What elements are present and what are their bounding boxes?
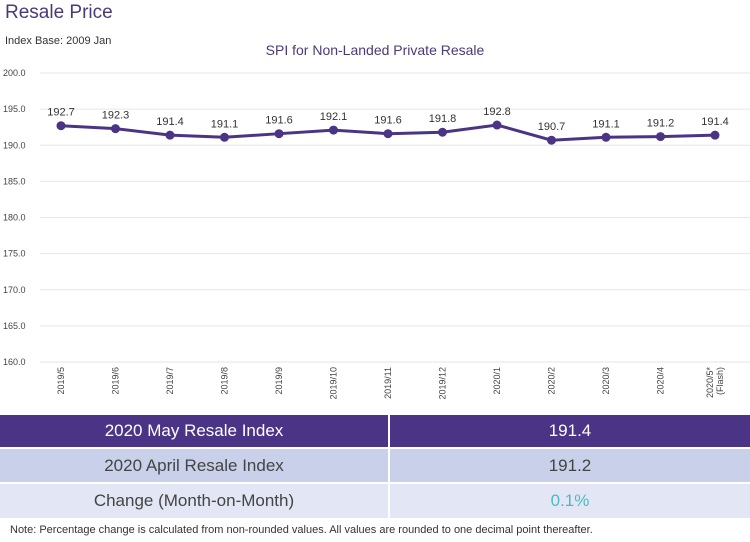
y-tick-label: 165.0 — [3, 321, 26, 331]
data-label: 191.4 — [156, 116, 184, 128]
table-row-april: 2020 April Resale Index 191.2 — [0, 449, 750, 482]
row-value: 191.2 — [390, 449, 750, 482]
x-tick-label: 2019/12 — [438, 367, 448, 400]
index-base: Index Base: 2009 Jan — [5, 35, 112, 47]
row-label: 2020 April Resale Index — [0, 449, 388, 482]
data-point — [492, 120, 502, 130]
x-tick-label: 2019/5 — [56, 367, 66, 395]
data-label: 192.3 — [102, 110, 130, 122]
data-point — [111, 124, 120, 134]
data-label: 190.7 — [538, 121, 566, 133]
chart-title: SPI for Non-Landed Private Resale — [266, 42, 485, 58]
data-point — [165, 130, 175, 140]
y-tick-label: 195.0 — [3, 104, 26, 114]
data-label: 192.1 — [320, 111, 348, 123]
x-tick-label: 2020/5* — [705, 367, 715, 399]
x-tick-label: 2019/7 — [165, 367, 175, 395]
y-tick-label: 175.0 — [3, 249, 26, 259]
data-point — [601, 132, 611, 142]
data-label: 192.7 — [47, 107, 75, 119]
x-tick-label: 2019/6 — [111, 367, 121, 395]
data-label: 191.6 — [374, 115, 402, 127]
data-point — [547, 135, 556, 145]
x-tick-label: 2019/10 — [329, 367, 339, 400]
data-label: 191.6 — [265, 115, 293, 127]
data-point — [329, 125, 338, 135]
data-label: 191.1 — [211, 118, 239, 130]
x-tick-label: 2019/9 — [274, 367, 284, 395]
x-tick-label: 2020/3 — [601, 367, 611, 395]
data-point — [710, 130, 720, 140]
y-tick-label: 200.0 — [3, 68, 26, 78]
data-point — [383, 129, 393, 139]
x-tick-label: (Flash) — [715, 367, 725, 395]
x-tick-label: 2020/2 — [547, 367, 557, 395]
x-tick-label: 2020/4 — [656, 367, 666, 395]
data-label: 191.1 — [592, 118, 620, 130]
data-point — [656, 132, 665, 142]
x-tick-label: 2019/11 — [383, 367, 393, 399]
x-tick-label: 2020/1 — [492, 367, 502, 395]
line-chart: SPI for Non-Landed Private Resale 160.0 16… — [3, 42, 750, 400]
data-point — [438, 127, 447, 137]
data-label: 191.2 — [647, 118, 675, 130]
table-row-change: Change (Month-on-Month) 0.1% — [0, 484, 750, 518]
y-tick-label: 170.0 — [3, 285, 26, 295]
data-label: 191.8 — [429, 113, 457, 125]
row-value: 191.4 — [390, 415, 750, 447]
data-point — [220, 132, 229, 142]
row-value: 0.1% — [390, 484, 750, 518]
data-point — [274, 129, 284, 139]
row-label: Change (Month-on-Month) — [0, 484, 388, 518]
data-label: 192.8 — [483, 106, 511, 118]
footnote: Note: Percentage change is calculated fr… — [10, 524, 593, 536]
row-label: 2020 May Resale Index — [0, 415, 388, 447]
y-tick-label: 160.0 — [3, 357, 26, 367]
x-tick-label: 2019/8 — [220, 367, 230, 395]
table-row-may: 2020 May Resale Index 191.4 — [0, 415, 750, 447]
y-tick-label: 190.0 — [3, 140, 26, 150]
data-label: 191.4 — [701, 116, 729, 128]
y-tick-label: 185.0 — [3, 176, 26, 186]
data-point — [56, 121, 66, 131]
page-title: Resale Price — [5, 2, 113, 23]
y-tick-label: 180.0 — [3, 213, 26, 223]
